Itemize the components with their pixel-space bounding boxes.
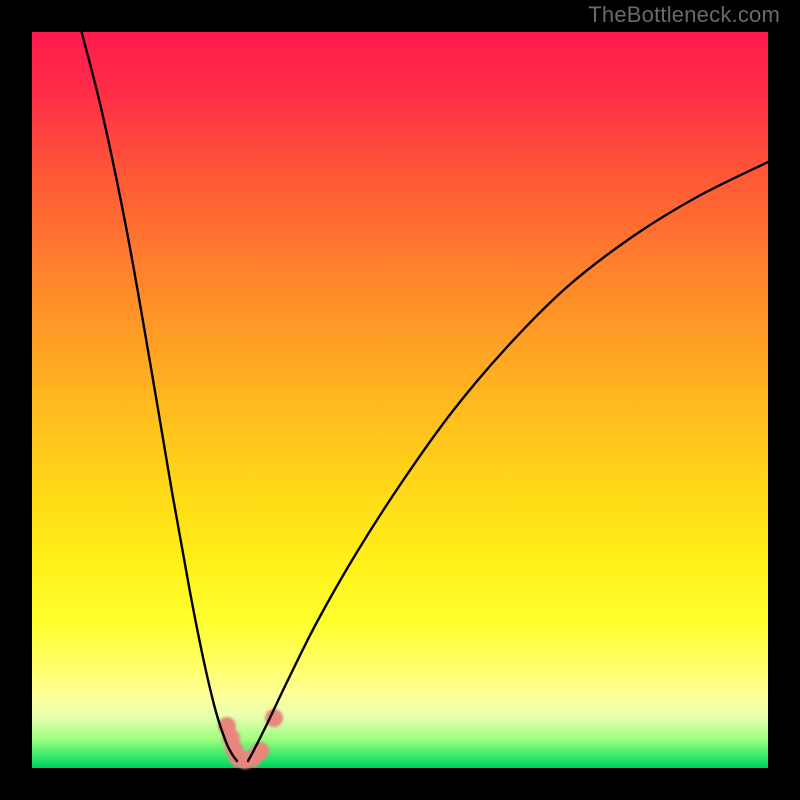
chart-root: TheBottleneck.com — [0, 0, 800, 800]
plot-svg — [32, 32, 768, 768]
gradient-background — [32, 32, 768, 768]
watermark-label: TheBottleneck.com — [588, 2, 780, 28]
plot-area — [32, 32, 768, 768]
